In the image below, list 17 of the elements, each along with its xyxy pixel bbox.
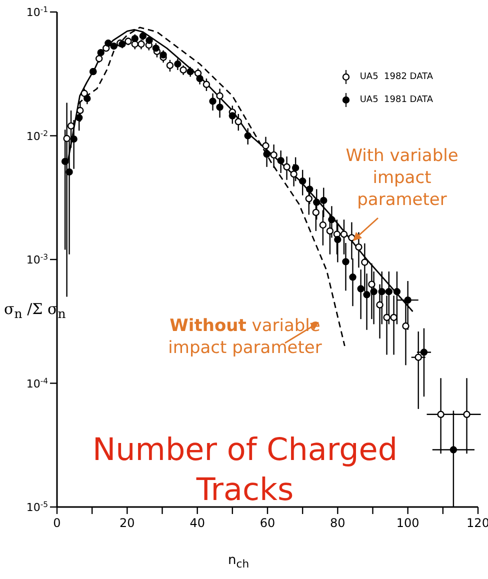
y-tick-label: 10$^{-2}$: [26, 128, 48, 143]
y-tick-label: 10$^{-1}$: [26, 4, 48, 19]
y-tick-label: 10$^{-3}$: [26, 252, 48, 266]
y-axis-title: σ$_{n}$ /Σ σ$_{n}$: [4, 300, 66, 321]
x-axis-title: n$_{ch}$: [228, 553, 250, 571]
legend-label: UA5 1982 DATA: [360, 72, 433, 82]
y-tick-label: 10$^{-4}$: [26, 376, 48, 390]
x-tick-label: 20: [120, 516, 135, 530]
annotation: With variable impact parameter: [344, 145, 460, 211]
legend-label: UA5 1981 DATA: [360, 95, 433, 105]
annotation: Number of Charged Tracks: [91, 431, 399, 510]
y-tick-label: 10$^{-5}$: [26, 500, 48, 514]
x-tick-label: 60: [260, 516, 276, 530]
x-tick-label: 100: [396, 516, 420, 530]
x-tick-label: 0: [53, 516, 61, 530]
x-tick-label: 80: [330, 516, 346, 530]
x-tick-label: 40: [190, 516, 205, 530]
